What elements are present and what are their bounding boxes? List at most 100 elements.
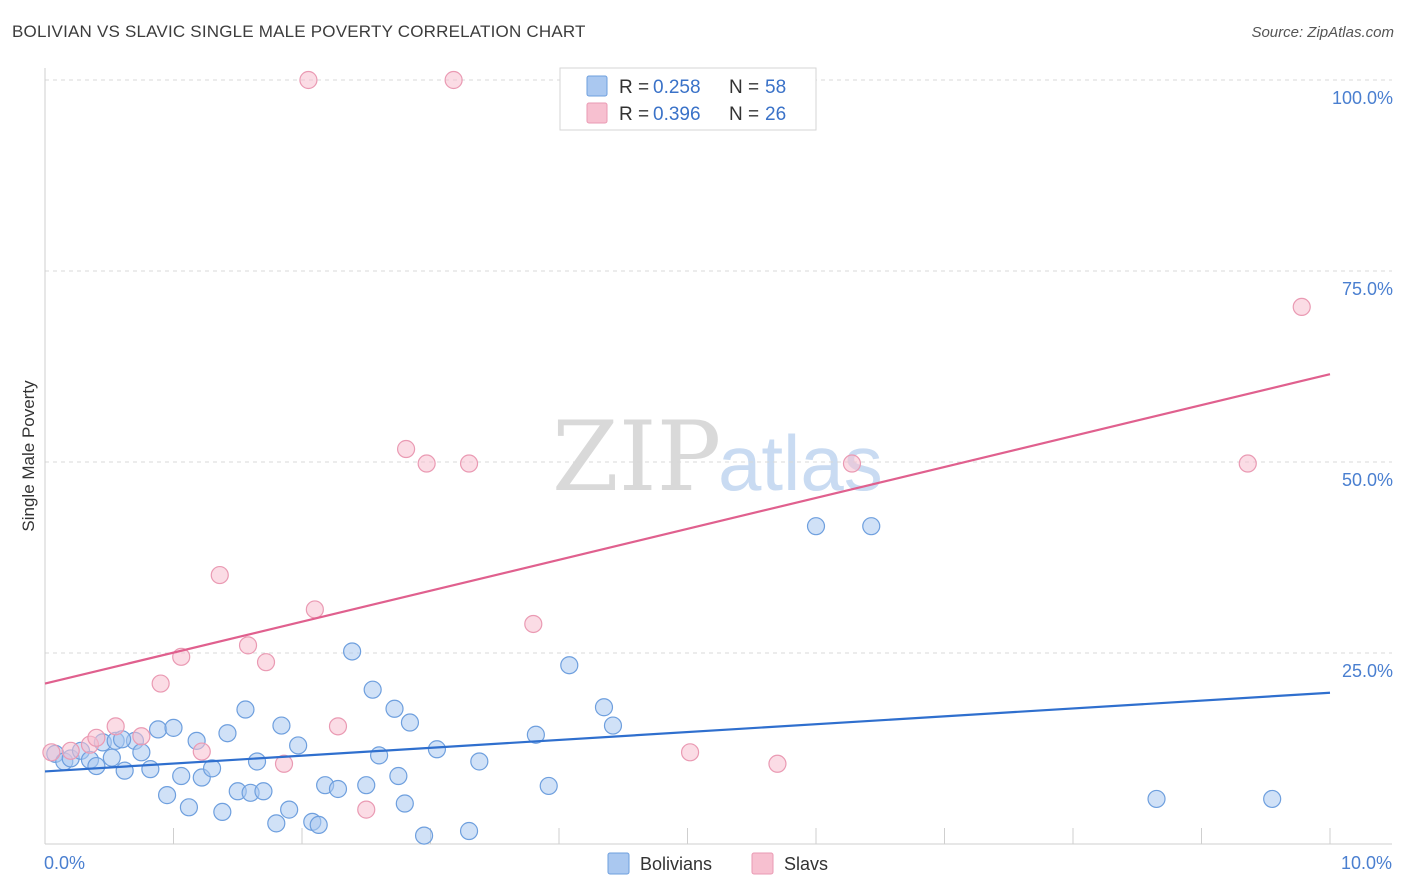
legend-n-value-bolivians: 58 <box>765 77 786 98</box>
bolivians-point <box>164 718 183 737</box>
bolivians-point <box>148 720 168 739</box>
legend-r-value-slavs: 0.396 <box>653 104 701 125</box>
bolivians-point <box>218 724 237 743</box>
x-ticks <box>173 828 1331 844</box>
legend-n-label-slavs: N = <box>729 104 759 125</box>
slavs-point <box>305 600 324 619</box>
x-tick-label-max: 10.0% <box>1341 853 1392 873</box>
bottom-legend-swatch-bolivians <box>607 852 630 875</box>
chart-title: BOLIVIAN VS SLAVIC SINGLE MALE POVERTY C… <box>12 22 586 41</box>
bolivians-point <box>179 798 199 817</box>
bottom-legend-label-slavs: Slavs <box>784 854 828 874</box>
bolivians-point <box>370 746 389 765</box>
bolivians-point <box>806 517 826 536</box>
bolivians-point <box>414 826 434 845</box>
y-tick-labels: 25.0% 50.0% 75.0% 100.0% <box>1332 88 1393 681</box>
bolivians-point <box>343 642 362 661</box>
slavs-point <box>1292 297 1311 317</box>
trend-lines <box>44 373 1331 773</box>
x-tick-label-min: 0.0% <box>44 853 85 873</box>
bolivians-point <box>267 814 286 833</box>
y-tick-label: 100.0% <box>1332 88 1393 108</box>
bolivians-point <box>254 782 273 801</box>
trend-line-bolivians <box>44 691 1331 773</box>
bolivians-point <box>289 736 308 755</box>
bolivians-point <box>87 756 106 776</box>
legend-r-label-slavs: R = <box>619 104 649 125</box>
bottom-legend: Bolivians Slavs <box>607 852 828 875</box>
bolivians-point <box>202 759 222 778</box>
bolivians-point <box>102 748 121 767</box>
axes <box>44 68 1392 845</box>
bolivians-point <box>1147 789 1166 809</box>
legend-swatch-slavs <box>586 102 608 124</box>
slavs-point <box>61 741 80 760</box>
bolivians-point <box>363 680 382 699</box>
trend-line-slavs <box>44 373 1331 685</box>
bolivians-point <box>400 713 420 732</box>
y-axis-title: Single Male Poverty <box>19 380 38 532</box>
slavs-point <box>417 454 436 473</box>
slavs-point <box>151 674 170 693</box>
slavs-point <box>842 454 862 473</box>
bolivians-point <box>247 752 267 771</box>
slavs-point <box>396 439 416 459</box>
slavs-point <box>680 743 700 762</box>
series-slavs-points <box>42 70 1311 819</box>
slavs-point <box>768 754 787 773</box>
slavs-point <box>299 70 318 90</box>
bolivians-point <box>236 700 255 719</box>
slavs-point <box>87 728 106 747</box>
slavs-point <box>256 653 276 672</box>
watermark: ZIP atlas <box>552 401 883 513</box>
bolivians-point <box>385 699 404 718</box>
slavs-point <box>524 614 543 634</box>
bottom-legend-swatch-slavs <box>751 852 774 875</box>
bolivians-point <box>539 776 558 796</box>
bottom-legend-label-bolivians: Bolivians <box>640 854 712 874</box>
watermark-zip: ZIP <box>552 401 721 513</box>
slavs-point <box>192 742 211 761</box>
y-tick-label: 75.0% <box>1342 279 1393 299</box>
slavs-point <box>459 454 479 473</box>
bolivians-point <box>594 698 614 717</box>
slavs-point <box>42 743 61 762</box>
bolivians-point <box>395 794 414 813</box>
legend-n-value-slavs: 26 <box>765 104 786 125</box>
slavs-point <box>210 565 229 585</box>
slavs-point <box>106 717 125 736</box>
bolivians-point <box>526 725 545 744</box>
legend-n-label-bolivians: N = <box>729 77 759 98</box>
bolivians-point <box>560 656 579 675</box>
bolivians-point <box>470 752 489 771</box>
bolivians-point <box>213 802 232 822</box>
legend-r-label-bolivians: R = <box>619 77 649 98</box>
bolivians-point <box>132 743 151 762</box>
bolivians-point <box>603 716 623 735</box>
bolivians-point <box>328 779 348 799</box>
slavs-point <box>357 800 376 819</box>
bolivians-point <box>1263 789 1282 809</box>
bolivians-point <box>427 740 447 759</box>
y-tick-label: 50.0% <box>1342 470 1393 490</box>
bolivians-point <box>357 776 376 795</box>
bolivians-point <box>459 821 479 841</box>
series-bolivians-points <box>46 517 1282 845</box>
slavs-point <box>274 754 294 773</box>
bolivians-point <box>280 800 299 819</box>
bolivians-point <box>141 760 160 779</box>
slavs-point <box>238 636 258 655</box>
source-label: Source: ZipAtlas.com <box>1251 24 1394 41</box>
slavs-point <box>132 727 151 746</box>
legend-r-value-bolivians: 0.258 <box>653 77 701 98</box>
bolivians-point <box>172 766 191 786</box>
y-tick-label: 25.0% <box>1342 661 1393 681</box>
slavs-point <box>444 70 463 90</box>
bolivians-point <box>157 786 177 805</box>
bolivians-point <box>115 761 134 780</box>
slavs-point <box>1238 454 1257 473</box>
bolivians-point <box>272 716 291 735</box>
gridlines <box>45 79 1392 654</box>
legend-swatch-bolivians <box>586 75 608 97</box>
